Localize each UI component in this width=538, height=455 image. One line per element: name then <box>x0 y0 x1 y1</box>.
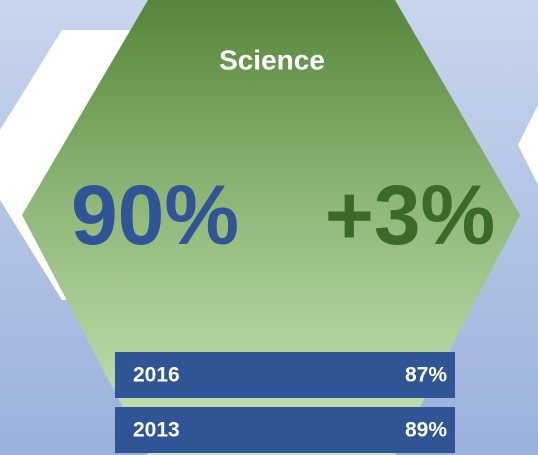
row-bar <box>115 352 455 398</box>
back-hexagon-right <box>518 105 538 185</box>
subject-title: Science <box>219 44 325 75</box>
row-year: 2016 <box>133 364 180 387</box>
row-value: 89% <box>405 419 447 442</box>
row-value: 87% <box>405 364 447 387</box>
rows: 2016 87% 2013 89% <box>115 352 455 453</box>
row-bar <box>115 407 455 453</box>
row-year: 2013 <box>133 419 180 442</box>
hexagon <box>22 0 520 455</box>
change-value: +3% <box>325 168 495 262</box>
main-value: 90% <box>71 168 239 262</box>
